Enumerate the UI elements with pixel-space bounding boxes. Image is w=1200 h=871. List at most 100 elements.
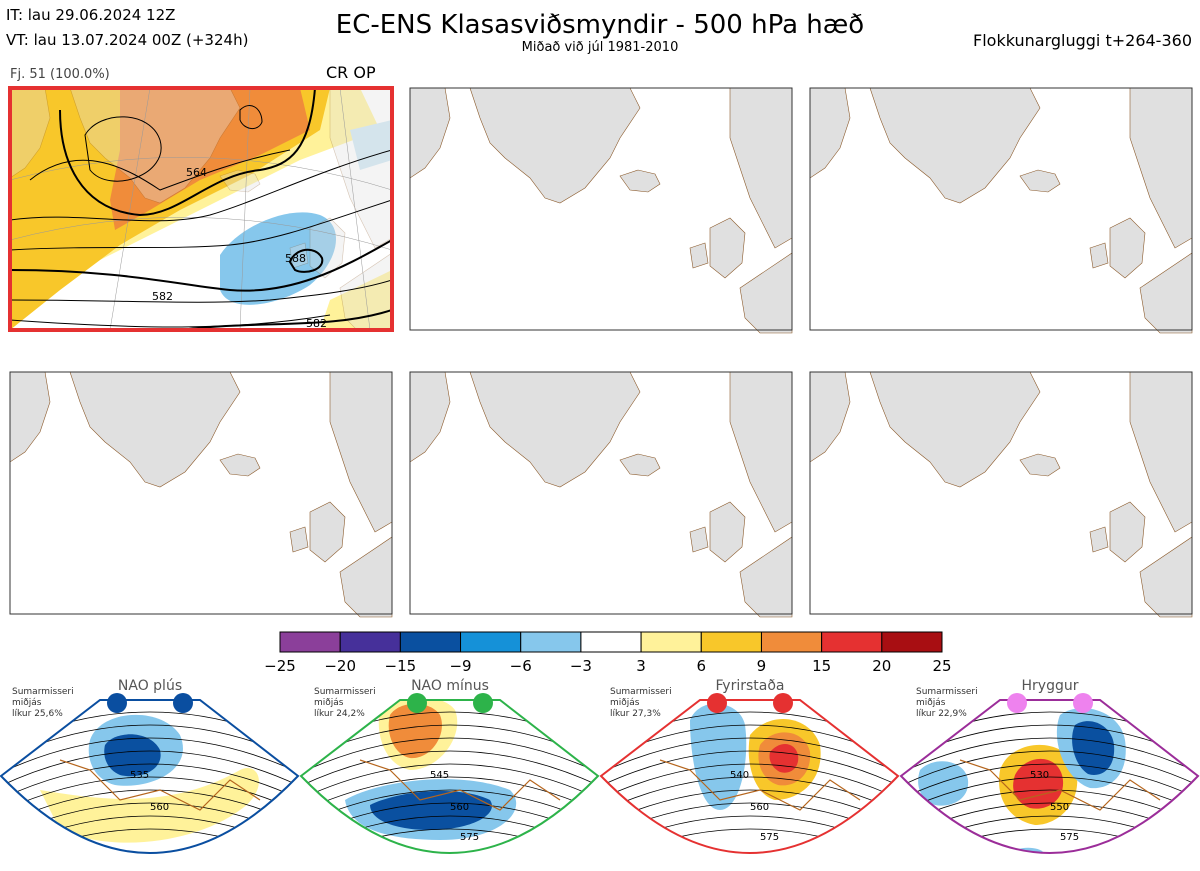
- height-contour: [601, 776, 898, 818]
- regime-note: Sumarmisseri: [314, 687, 376, 697]
- regime-marker: [773, 693, 793, 713]
- regime-marker: [707, 693, 727, 713]
- colorbar-tick: −25: [264, 657, 296, 675]
- regime-title: Fyrirstaða: [716, 678, 785, 694]
- colorbar-swatch: [580, 631, 642, 653]
- colorbar-swatch: [339, 631, 401, 653]
- anomaly-colorbar: [279, 631, 943, 653]
- regime-panel: 540 560 575 Fyrirstaða Sumarmisserimiðjáslík…: [599, 678, 900, 854]
- regime-contour-label: 560: [150, 802, 169, 813]
- regime-note: miðjás: [610, 698, 640, 708]
- regime-contour-label: 560: [450, 802, 469, 813]
- height-contour: [301, 763, 598, 805]
- page-subtitle: Miðað við júl 1981-2010: [521, 40, 679, 55]
- height-contour: [301, 737, 598, 779]
- anomaly-fill: [1072, 721, 1115, 775]
- empty-map-panel: [409, 371, 793, 618]
- regime-contour-label: 560: [750, 802, 769, 813]
- contour-label: 582: [306, 317, 327, 330]
- anomaly-fill: [40, 768, 259, 843]
- regime-contour-label: 575: [1060, 832, 1079, 843]
- regime-contour-label: 540: [730, 770, 749, 781]
- regime-contour-label: 575: [760, 832, 779, 843]
- regime-contour-label: 535: [130, 770, 149, 781]
- regime-note: Sumarmisseri: [916, 687, 978, 697]
- height-contour: [1, 776, 298, 818]
- coastline: [659, 759, 861, 811]
- colorbar-tick: 3: [636, 657, 646, 675]
- height-contour: [301, 776, 598, 818]
- regime-marker: [1073, 693, 1093, 713]
- colorbar-tick: −15: [384, 657, 417, 675]
- colorbar-tick: 6: [696, 657, 707, 675]
- colorbar-swatch: [460, 631, 522, 653]
- regime-panel: 530 550 575 Hryggur Sumarmisserimiðjáslíkur …: [899, 678, 1200, 854]
- valid-time: VT: lau 13.07.2024 00Z (+324h): [6, 31, 249, 49]
- colorbar-tick: −9: [449, 657, 472, 675]
- regime-marker: [407, 693, 427, 713]
- height-contour: [601, 750, 898, 792]
- coastline: [59, 759, 261, 811]
- anomaly-fill: [1013, 758, 1064, 809]
- regime-note: miðjás: [314, 698, 344, 708]
- regime-marker: [107, 693, 127, 713]
- empty-map-panel: [809, 87, 1193, 334]
- regime-note: líkur 25,6%: [12, 709, 63, 719]
- height-contour: [901, 737, 1198, 779]
- regime-border: [0, 699, 300, 854]
- colorbar-swatch: [760, 631, 823, 653]
- colorbar-tick: −20: [324, 657, 356, 675]
- regime-panel: 545 560 575 NAO mínus Sumarmisserimiðjáslíku…: [299, 678, 600, 854]
- anomaly-fill: [388, 703, 442, 759]
- page-title: EC-ENS Klasasviðsmyndir - 500 hPa hæð: [335, 10, 865, 40]
- empty-map-panel: [809, 371, 1193, 618]
- coastline: [959, 759, 1161, 811]
- regime-title: NAO plús: [118, 678, 182, 694]
- contour-label: 582: [152, 290, 173, 303]
- height-contour: [601, 737, 898, 779]
- regime-contour-label: 545: [430, 770, 449, 781]
- regime-note: miðjás: [12, 698, 42, 708]
- colorbar-tick: 9: [756, 657, 767, 675]
- regime-contour-label: 575: [460, 832, 479, 843]
- height-contour: [1, 763, 298, 805]
- regime-contour-label: 550: [1050, 802, 1069, 813]
- height-contour: [1, 750, 298, 792]
- regime-title: Hryggur: [1022, 678, 1079, 694]
- regime-title: NAO mínus: [411, 678, 489, 694]
- colorbar-swatch: [279, 631, 341, 653]
- colorbar-swatch: [881, 631, 943, 653]
- height-contour: [901, 776, 1198, 818]
- regime-note: líkur 27,3%: [610, 709, 661, 719]
- regime-note: líkur 24,2%: [314, 709, 365, 719]
- regime-note: miðjás: [916, 698, 946, 708]
- regime-note: Sumarmisseri: [610, 687, 672, 697]
- height-contour: [901, 763, 1198, 805]
- cluster-map-panel: 564 582 582 588: [8, 86, 394, 332]
- regime-border: [899, 699, 1200, 854]
- colorbar-tick: 15: [812, 657, 832, 675]
- regime-border: [599, 699, 900, 854]
- cluster-tag: CR OP: [326, 63, 376, 82]
- regime-marker: [173, 693, 193, 713]
- regime-note: Sumarmisseri: [12, 687, 74, 697]
- height-contour: [601, 763, 898, 805]
- height-contour: [1, 737, 298, 779]
- contour-label: 564: [186, 166, 207, 179]
- anomaly-fill: [769, 744, 799, 773]
- coastline: [359, 759, 561, 811]
- height-contour: [901, 750, 1198, 792]
- colorbar-swatch: [399, 631, 462, 653]
- colorbar-swatch: [520, 631, 582, 653]
- colorbar-tick: 25: [932, 657, 952, 675]
- contour-label: 588: [285, 252, 306, 265]
- colorbar-tick: −6: [509, 657, 532, 675]
- regime-marker: [473, 693, 493, 713]
- regime-border: [299, 699, 600, 854]
- anomaly-fill: [918, 761, 969, 806]
- regime-contour-label: 530: [1030, 770, 1049, 781]
- init-time: IT: lau 29.06.2024 12Z: [6, 6, 176, 24]
